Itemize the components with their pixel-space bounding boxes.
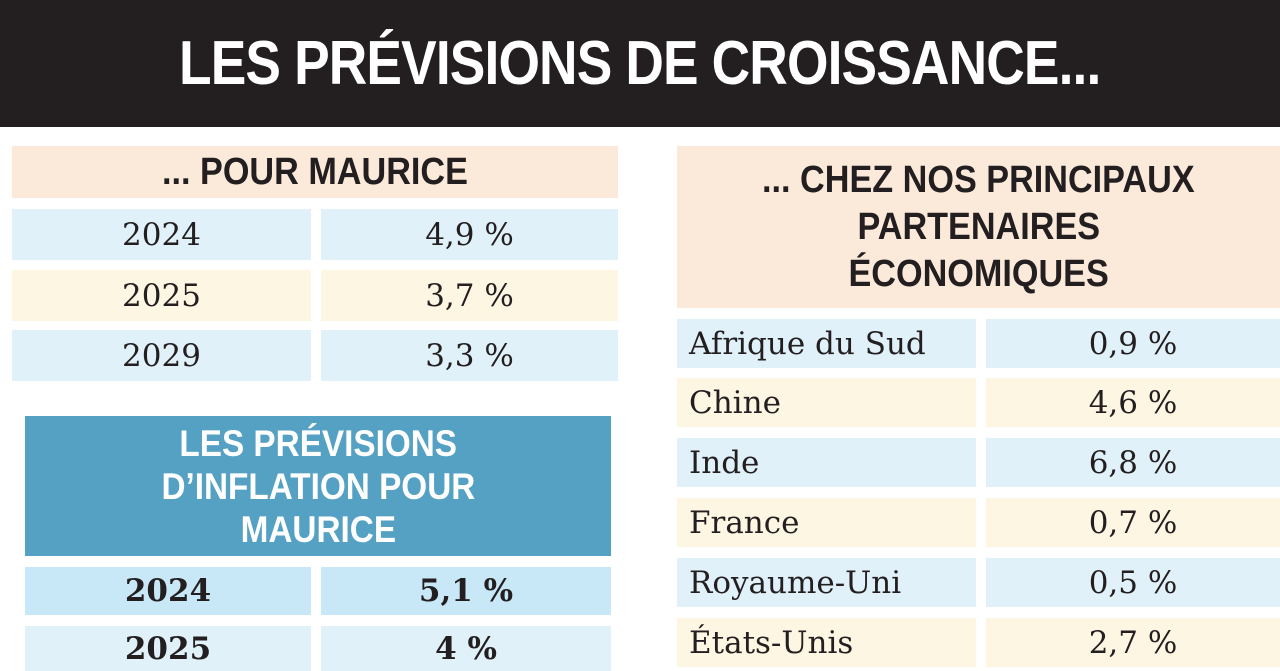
mauritius-growth-header: ... POUR MAURICE: [12, 146, 618, 198]
table-row-value: 0,5 %: [986, 558, 1280, 607]
table-row-year: 2024: [12, 209, 311, 260]
table-row-country: Chine: [677, 378, 976, 427]
partners-header-line: PARTENAIRES: [857, 205, 1100, 248]
table-row-year: 2024: [25, 567, 311, 615]
table-row-value: 4,6 %: [986, 378, 1280, 427]
inflation-header-line: MAURICE: [240, 508, 396, 550]
table-row-value: 5,1 %: [321, 567, 611, 615]
partners-header: ... CHEZ NOS PRINCIPAUX PARTENAIRES ÉCON…: [677, 146, 1280, 308]
inflation-header: LES PRÉVISIONS D’INFLATION POUR MAURICE: [25, 416, 611, 556]
table-row-year: 2029: [12, 330, 311, 381]
mauritius-growth-header-text: ... POUR MAURICE: [162, 150, 468, 193]
page-title: LES PRÉVISIONS DE CROISSANCE...: [179, 29, 1101, 98]
table-row-value: 4,9 %: [321, 209, 618, 260]
table-row-country: États-Unis: [677, 618, 976, 667]
table-row-value: 3,3 %: [321, 330, 618, 381]
table-row-country: Inde: [677, 438, 976, 487]
table-row-value: 3,7 %: [321, 270, 618, 321]
table-row-country: Royaume-Uni: [677, 558, 976, 607]
table-row-value: 2,7 %: [986, 618, 1280, 667]
table-row-country: Afrique du Sud: [677, 319, 976, 368]
inflation-header-line: D’INFLATION POUR: [161, 465, 475, 507]
title-banner: LES PRÉVISIONS DE CROISSANCE...: [0, 0, 1280, 127]
inflation-header-line: LES PRÉVISIONS: [179, 422, 457, 464]
partners-header-line: ... CHEZ NOS PRINCIPAUX: [762, 158, 1195, 201]
table-row-country: France: [677, 498, 976, 547]
partners-header-line: ÉCONOMIQUES: [848, 252, 1109, 295]
table-row-year: 2025: [25, 626, 311, 671]
table-row-year: 2025: [12, 270, 311, 321]
table-row-value: 0,9 %: [986, 319, 1280, 368]
table-row-value: 0,7 %: [986, 498, 1280, 547]
table-row-value: 6,8 %: [986, 438, 1280, 487]
table-row-value: 4 %: [321, 626, 611, 671]
